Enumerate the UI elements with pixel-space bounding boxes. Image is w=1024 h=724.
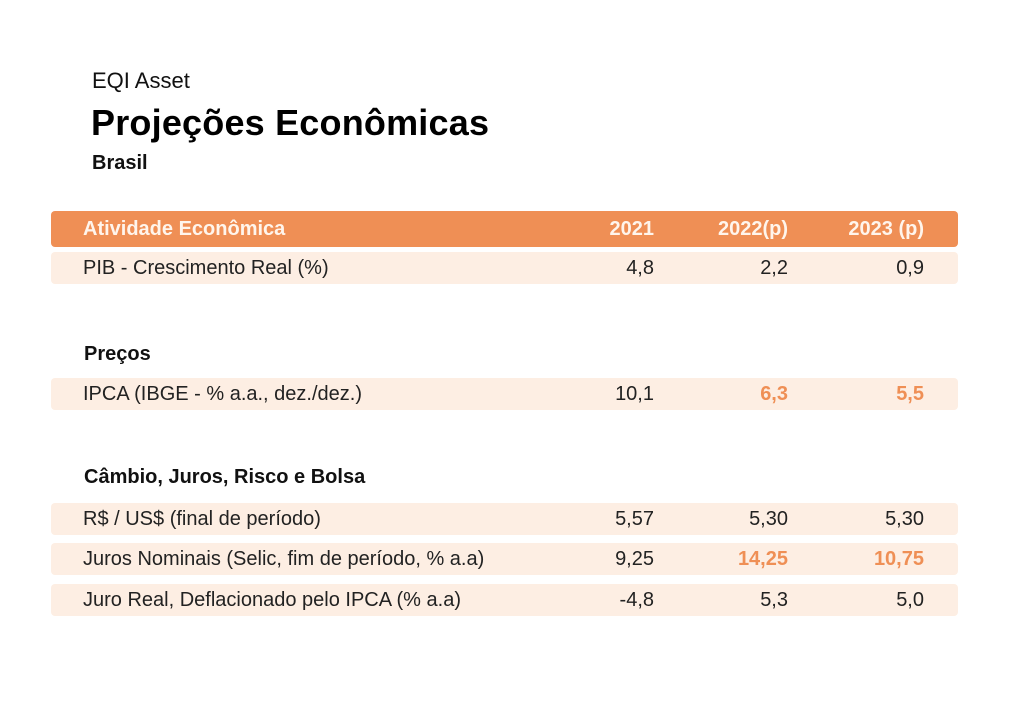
column-header-2022: 2022(p) bbox=[717, 217, 788, 240]
value-2022: 5,3 bbox=[760, 588, 788, 611]
value-2022: 14,25 bbox=[737, 547, 788, 570]
row-label: PIB - Crescimento Real (%) bbox=[83, 256, 329, 279]
table-row: IPCA (IBGE - % a.a., dez./dez.) 10,1 6,3… bbox=[51, 378, 958, 410]
table-row: Juro Real, Deflacionado pelo IPCA (% a.a… bbox=[51, 584, 958, 616]
page-title: Projeções Econômicas bbox=[91, 102, 490, 143]
value-2023: 0,9 bbox=[896, 256, 924, 279]
row-label: Juro Real, Deflacionado pelo IPCA (% a.a… bbox=[83, 588, 461, 611]
column-header-2021: 2021 bbox=[609, 217, 655, 240]
table-row: Juros Nominais (Selic, fim de período, %… bbox=[51, 543, 958, 575]
value-2022: 6,3 bbox=[760, 382, 788, 405]
value-2023: 5,30 bbox=[885, 507, 924, 530]
value-2023: 10,75 bbox=[873, 547, 924, 570]
value-2021: 10,1 bbox=[615, 382, 654, 405]
row-label: IPCA (IBGE - % a.a., dez./dez.) bbox=[83, 382, 362, 405]
table-row: PIB - Crescimento Real (%) 4,8 2,2 0,9 bbox=[51, 252, 958, 284]
value-2023: 5,0 bbox=[896, 588, 924, 611]
value-2021: 4,8 bbox=[626, 256, 654, 279]
value-2023: 5,5 bbox=[896, 382, 924, 405]
section-title-exchange: Câmbio, Juros, Risco e Bolsa bbox=[84, 466, 366, 488]
row-label: R$ / US$ (final de período) bbox=[83, 507, 321, 530]
value-2022: 5,30 bbox=[749, 507, 788, 530]
brand-label: EQI Asset bbox=[92, 68, 190, 93]
value-2021: 5,57 bbox=[615, 507, 654, 530]
table-row: R$ / US$ (final de período) 5,57 5,30 5,… bbox=[51, 503, 958, 535]
column-header-2023: 2023 (p) bbox=[848, 217, 924, 240]
row-label: Juros Nominais (Selic, fim de período, %… bbox=[83, 547, 485, 570]
section-title-prices: Preços bbox=[84, 343, 151, 365]
value-2021: 9,25 bbox=[615, 547, 654, 570]
table-header-row: Atividade Econômica 2021 2022(p) 2023 (p… bbox=[51, 211, 958, 247]
column-header-activity: Atividade Econômica bbox=[83, 217, 286, 240]
value-2022: 2,2 bbox=[760, 256, 788, 279]
value-2021: -4,8 bbox=[619, 588, 654, 611]
page-subtitle: Brasil bbox=[92, 152, 148, 174]
